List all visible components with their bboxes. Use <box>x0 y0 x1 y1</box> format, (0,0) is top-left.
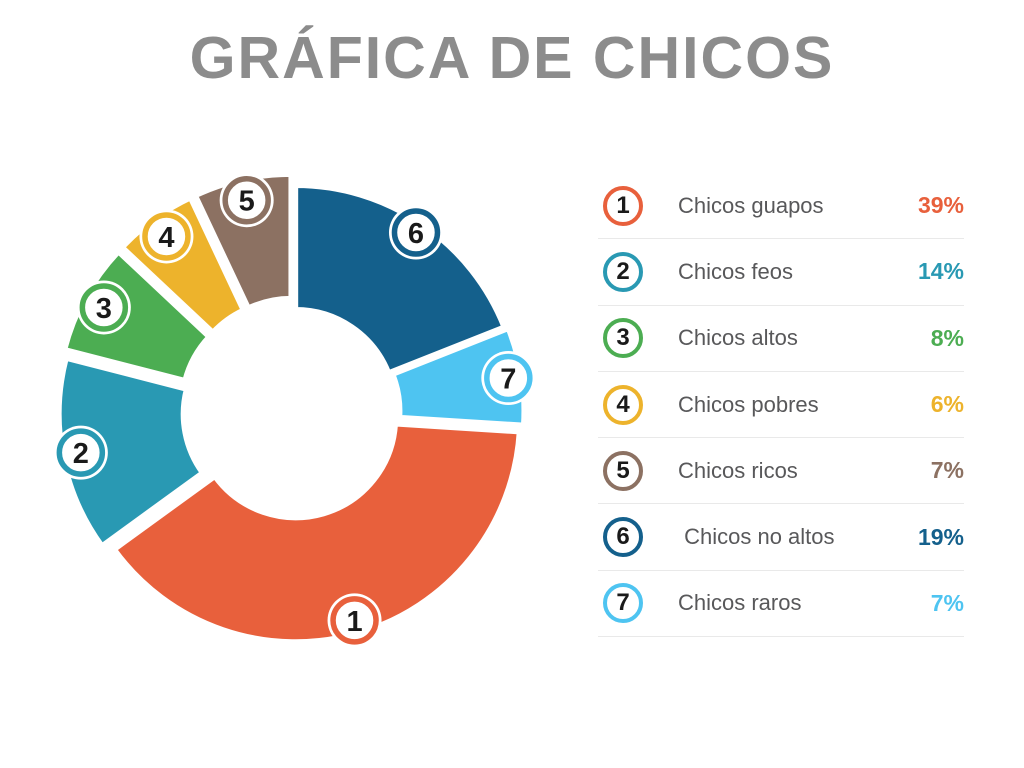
legend-badge-4: 4 <box>603 384 643 425</box>
legend-badge-3: 3 <box>603 318 643 359</box>
slice-badge-3: 3 <box>76 280 131 335</box>
legend-label: Chicos raros <box>678 590 802 616</box>
slice-badge-number: 3 <box>96 293 112 325</box>
pie-slice-1 <box>110 421 522 645</box>
legend-percentage: 19% <box>917 523 964 550</box>
legend-badge-number: 4 <box>616 390 630 418</box>
slice-badge-6: 6 <box>388 205 443 260</box>
slice-badge-7: 7 <box>481 351 536 406</box>
legend-badge-7: 7 <box>603 583 643 624</box>
legend-badge-6: 6 <box>603 517 643 558</box>
legend-row-4: 4 Chicos pobres 6% <box>598 372 964 439</box>
pie-slice-6 <box>293 183 508 376</box>
legend-label: Chicos feos <box>678 258 793 284</box>
legend-percentage: 7% <box>930 589 964 616</box>
legend-label: Chicos pobres <box>678 391 819 417</box>
legend-badge-number: 6 <box>616 523 630 551</box>
slice-badge-1: 1 <box>327 593 382 648</box>
slice-badge-number: 4 <box>158 222 174 254</box>
legend-badge-number: 1 <box>616 191 630 219</box>
legend-percentage: 8% <box>930 324 964 351</box>
legend-row-7: 7 Chicos raros 7% <box>598 571 964 638</box>
slice-badge-2: 2 <box>53 425 108 480</box>
pie-slice-7 <box>389 325 527 428</box>
slice-badge-number: 2 <box>73 438 89 470</box>
pie-slice-2 <box>56 355 206 550</box>
legend-percentage: 14% <box>917 258 964 285</box>
legend: 1 Chicos guapos 39% 2 Chicos feos 14% 3 Chicos … <box>598 173 964 638</box>
legend-percentage: 6% <box>930 391 964 418</box>
legend-badge-2: 2 <box>603 251 643 292</box>
legend-row-6: 6 Chicos no altos 19% <box>598 504 964 571</box>
legend-label: Chicos ricos <box>678 457 798 483</box>
legend-badge-number: 2 <box>616 257 630 285</box>
legend-badge-5: 5 <box>603 450 643 491</box>
legend-row-3: 3 Chicos altos 8% <box>598 306 964 372</box>
page-title: GRÁFICA DE CHICOS <box>189 25 835 91</box>
slice-badge-5: 5 <box>219 173 274 228</box>
legend-label: Chicos altos <box>678 325 798 351</box>
legend-percentage: 7% <box>930 457 964 484</box>
legend-badge-1: 1 <box>603 185 643 226</box>
legend-row-2: 2 Chicos feos 14% <box>598 239 964 306</box>
legend-percentage: 39% <box>917 192 964 219</box>
slice-badge-number: 1 <box>346 606 362 638</box>
legend-badge-number: 5 <box>616 456 630 484</box>
legend-row-5: 5 Chicos ricos 7% <box>598 438 964 505</box>
slice-badge-number: 5 <box>239 186 255 218</box>
legend-label: Chicos guapos <box>678 192 824 218</box>
slice-badge-number: 7 <box>500 364 516 396</box>
legend-badge-number: 7 <box>616 589 630 617</box>
slice-badge-4: 4 <box>139 209 194 264</box>
legend-row-1: 1 Chicos guapos 39% <box>598 173 964 240</box>
slice-badge-number: 6 <box>408 218 424 250</box>
legend-badge-number: 3 <box>616 324 630 352</box>
legend-label: Chicos no altos <box>678 524 835 550</box>
